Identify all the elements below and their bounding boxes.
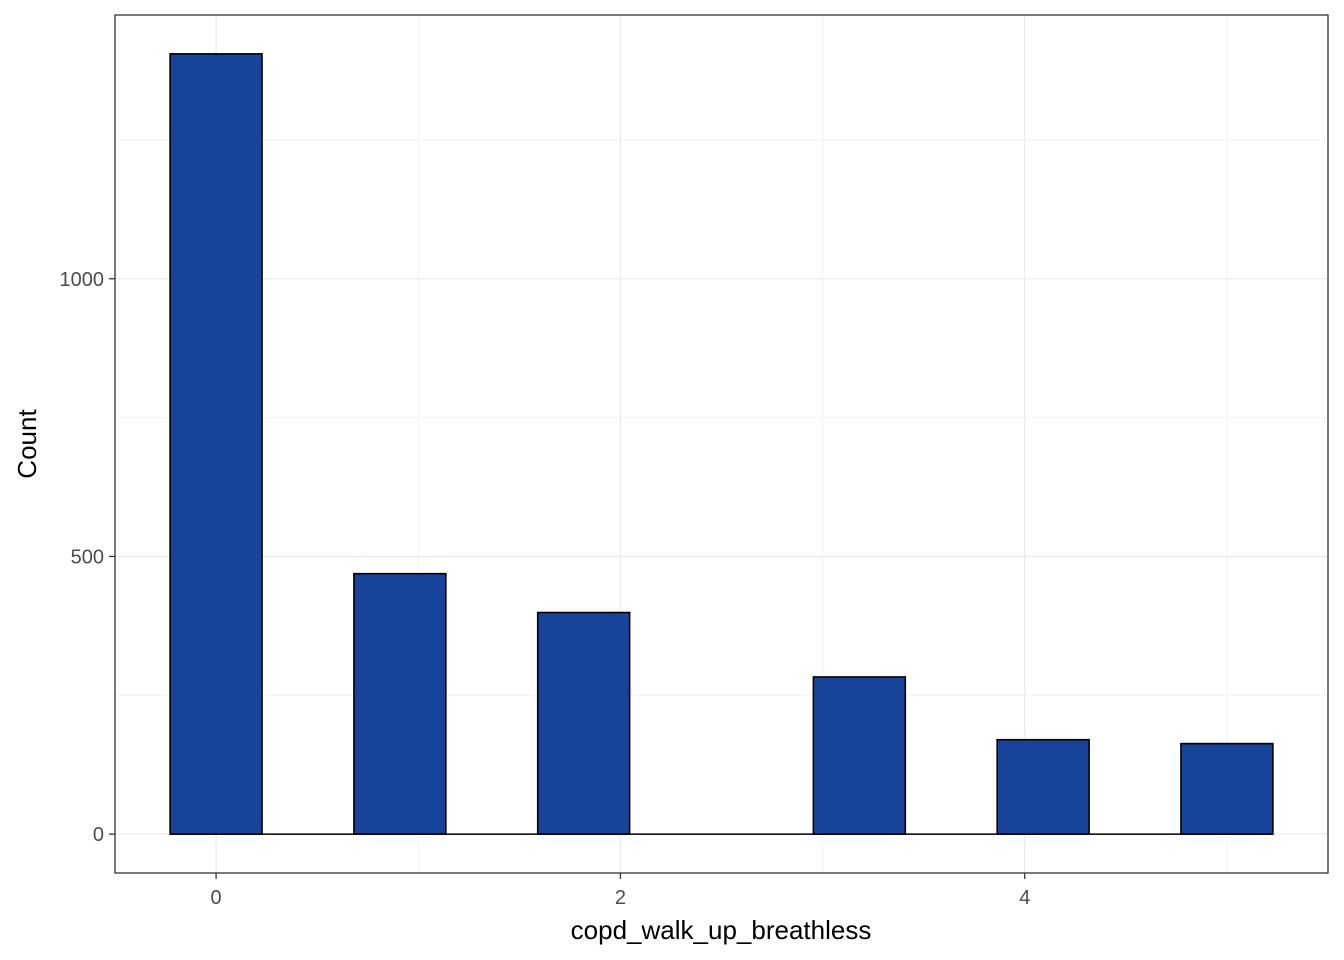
histogram-bar-5 bbox=[1180, 742, 1274, 835]
x-tick-label: 2 bbox=[615, 887, 626, 909]
histogram-bar-3 bbox=[812, 676, 907, 835]
y-tick-label: 1000 bbox=[60, 269, 105, 291]
y-axis-title: Count bbox=[12, 409, 42, 479]
x-tick-label: 4 bbox=[1019, 887, 1030, 909]
histogram-bar-4 bbox=[996, 738, 1090, 835]
x-axis-title: copd_walk_up_breathless bbox=[571, 915, 872, 945]
y-tick-label: 500 bbox=[71, 546, 104, 568]
axes: 0 2 4 0 500 1000 bbox=[60, 14, 1329, 909]
histogram-bar-1 bbox=[353, 572, 447, 835]
bars bbox=[169, 53, 1274, 835]
panel-border bbox=[114, 14, 1329, 874]
x-tick-label: 0 bbox=[211, 887, 222, 909]
y-tick-label: 0 bbox=[93, 824, 104, 846]
histogram-bar-0 bbox=[169, 53, 263, 835]
histogram-bar-2 bbox=[536, 611, 631, 835]
